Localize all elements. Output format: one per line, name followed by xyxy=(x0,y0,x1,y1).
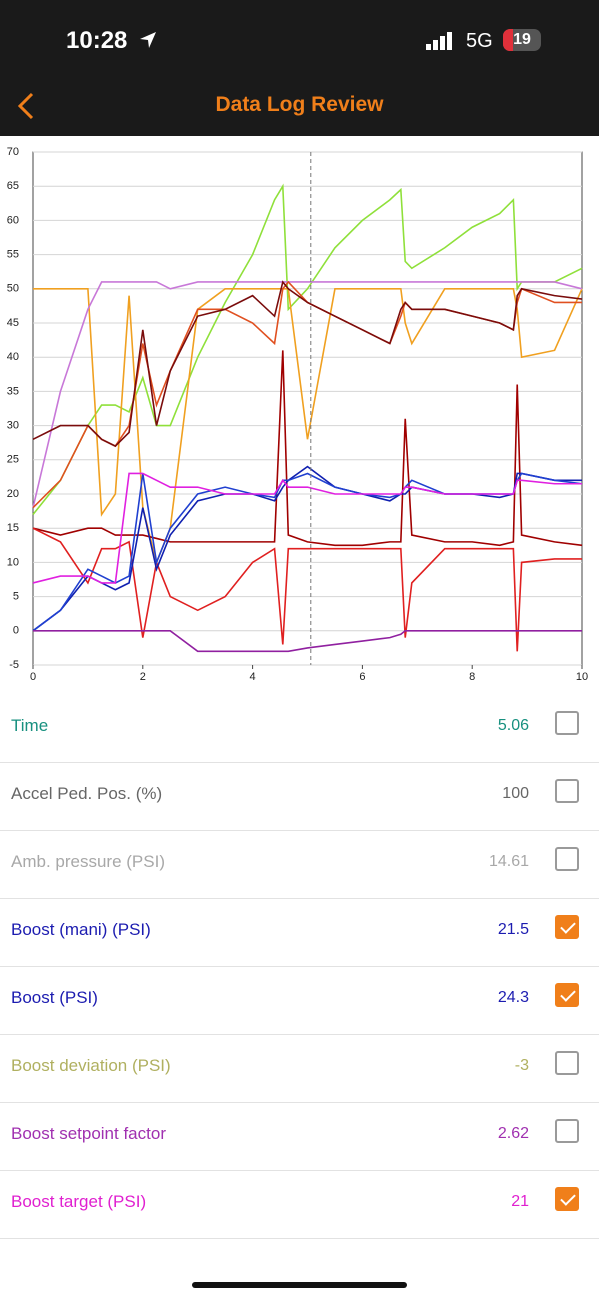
y-tick-label: 60 xyxy=(7,214,19,226)
channel-label: Accel Ped. Pos. (%) xyxy=(11,784,163,803)
channel-label: Boost setpoint factor xyxy=(11,1124,166,1143)
page-title: Data Log Review xyxy=(215,93,384,116)
checkbox[interactable] xyxy=(555,1051,579,1075)
checkbox[interactable] xyxy=(555,847,579,871)
channel-label: Boost deviation (PSI) xyxy=(11,1056,171,1075)
y-tick-label: 55 xyxy=(7,249,19,261)
checkbox[interactable] xyxy=(555,983,579,1007)
y-tick-label: 25 xyxy=(7,454,19,466)
y-tick-label: 50 xyxy=(7,283,19,295)
channel-label: Boost (PSI) xyxy=(11,988,98,1007)
channel-value: -3 xyxy=(514,1057,529,1074)
y-tick-label: 0 xyxy=(13,625,19,637)
y-tick-label: 40 xyxy=(7,351,19,363)
x-tick-label: 8 xyxy=(469,671,475,683)
series-line xyxy=(33,630,582,653)
clock: 10:28 xyxy=(66,27,128,54)
y-tick-label: 35 xyxy=(7,385,19,397)
channel-label: Time xyxy=(11,716,49,735)
series-line xyxy=(32,280,583,448)
battery-level: 19 xyxy=(513,31,531,48)
home-indicator xyxy=(192,1282,407,1288)
checkbox[interactable] xyxy=(555,1119,579,1143)
channel-row[interactable]: Accel Ped. Pos. (%) 100 xyxy=(0,762,599,831)
channel-value: 21.5 xyxy=(497,921,529,938)
y-tick-label: 30 xyxy=(7,420,19,432)
x-tick-label: 6 xyxy=(359,671,365,683)
y-tick-label: 65 xyxy=(7,180,19,192)
channel-value: 100 xyxy=(502,785,529,802)
channel-label: Boost target (PSI) xyxy=(11,1192,147,1211)
y-tick-label: 45 xyxy=(7,317,19,329)
y-tick-label: 70 xyxy=(7,146,19,158)
network: 5G xyxy=(466,30,493,52)
x-tick-label: 4 xyxy=(250,671,256,683)
checkbox[interactable] xyxy=(555,1187,579,1211)
series-line xyxy=(32,465,582,632)
checkbox[interactable] xyxy=(555,711,579,735)
back-button[interactable] xyxy=(14,92,38,120)
channel-value: 5.06 xyxy=(497,717,529,734)
y-tick-label: 15 xyxy=(7,522,19,534)
channel-row[interactable]: Boost (mani) (PSI) 21.5 xyxy=(0,898,599,967)
channel-row[interactable]: Boost (PSI) 24.3 xyxy=(0,966,599,1035)
channel-value: 14.61 xyxy=(488,853,529,870)
x-tick-label: 2 xyxy=(140,671,146,683)
channel-row[interactable]: Time 5.06 xyxy=(0,694,599,763)
y-tick-label: 10 xyxy=(7,556,19,568)
channel-label: Amb. pressure (PSI) xyxy=(11,852,165,871)
channel-row[interactable]: Boost deviation (PSI) -3 xyxy=(0,1034,599,1103)
channel-value: 21 xyxy=(511,1193,529,1210)
x-tick-label: 10 xyxy=(576,671,588,683)
series-line xyxy=(32,183,583,516)
channel-value: 2.62 xyxy=(497,1125,529,1142)
channel-value: 24.3 xyxy=(497,989,529,1006)
channel-row[interactable]: Boost setpoint factor 2.62 xyxy=(0,1102,599,1171)
chart: -5 0 5 10 15 20 25 30 35 40 45 50 55 60 65 70 0 2 4 6 8 10 xyxy=(7,146,588,683)
series-line xyxy=(32,527,582,652)
y-tick-label: -5 xyxy=(9,659,19,671)
signal-icon xyxy=(426,32,452,50)
series-line xyxy=(32,281,583,508)
channel-row[interactable]: Boost target (PSI) 21 xyxy=(0,1170,599,1239)
battery: 19 xyxy=(503,29,541,51)
checkbox[interactable] xyxy=(555,779,579,803)
series-line xyxy=(32,472,582,584)
series-line xyxy=(33,288,583,565)
y-tick-label: 5 xyxy=(13,591,19,603)
y-tick-label: 20 xyxy=(7,488,19,500)
checkbox[interactable] xyxy=(555,915,579,939)
location-icon xyxy=(140,32,156,48)
series-line xyxy=(32,350,583,547)
x-tick-label: 0 xyxy=(30,671,36,683)
channel-label: Boost (mani) (PSI) xyxy=(11,920,151,939)
channel-row[interactable]: Amb. pressure (PSI) 14.61 xyxy=(0,830,599,899)
top-bar: 10:28 5G 19 Data Log Review xyxy=(0,0,599,136)
plot-area xyxy=(32,151,583,666)
